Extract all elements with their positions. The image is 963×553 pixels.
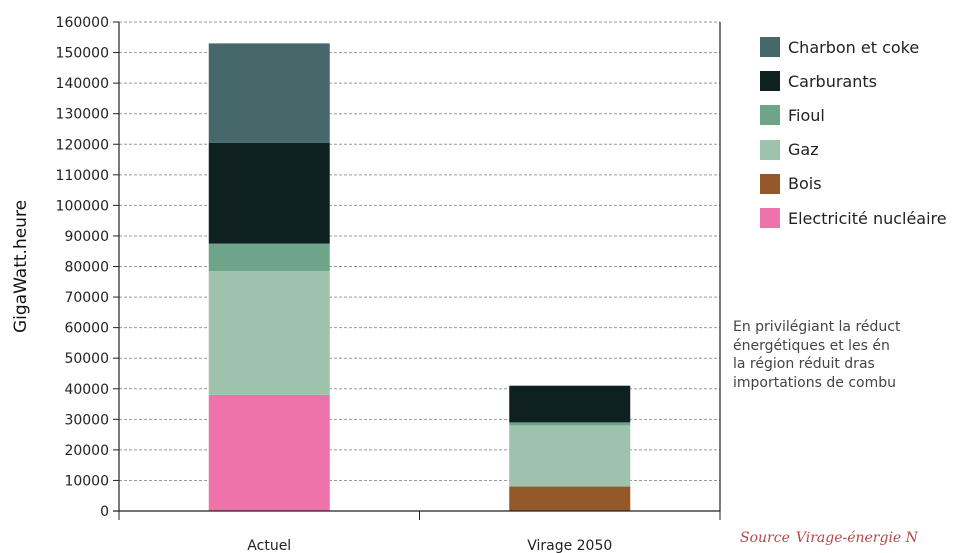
axes xyxy=(113,21,721,520)
y-tick-label: 90000 xyxy=(64,229,109,245)
y-tick-label: 110000 xyxy=(56,168,109,184)
y-tick-label: 30000 xyxy=(64,412,109,428)
source-text: Virage-énergie N xyxy=(795,530,918,546)
y-tick-label: 50000 xyxy=(64,351,109,367)
bar-segment xyxy=(509,425,631,487)
note-text: En privilégiant la réduct énergétiques e… xyxy=(733,318,963,392)
bar-segment xyxy=(509,422,631,426)
legend-swatch xyxy=(760,208,780,229)
x-tick-label: Virage 2050 xyxy=(527,538,612,553)
bar-segment xyxy=(208,271,330,395)
y-tick-label: 100000 xyxy=(56,198,109,214)
legend-item-nucleaire: Electricité nucléaire xyxy=(760,201,947,235)
y-tick-label: 80000 xyxy=(64,260,109,276)
legend-label: Electricité nucléaire xyxy=(788,208,947,228)
y-axis-label: GigaWatt.heure xyxy=(11,200,31,333)
y-tick-label: 60000 xyxy=(64,321,109,337)
legend-swatch xyxy=(760,71,780,92)
legend-item-carburants: Carburants xyxy=(760,64,947,98)
bar-segment xyxy=(208,394,330,511)
bar-segment xyxy=(208,142,330,244)
y-tick-label: 150000 xyxy=(56,46,109,62)
x-tick-label: Actuel xyxy=(247,538,291,553)
y-tick-label: 140000 xyxy=(56,76,109,92)
note-line: importations de combu xyxy=(733,374,896,391)
x-tick-labels: Actuel Virage 2050 xyxy=(247,538,612,553)
source-credit: Source Virage-énergie N xyxy=(740,530,963,546)
legend-item-charbon: Charbon et coke xyxy=(760,30,947,64)
legend-item-fioul: Fioul xyxy=(760,98,947,132)
stacked-bar-chart: 0 10000 20000 30000 40000 50000 60000 70000 8000… xyxy=(11,15,721,553)
note-line: énergétiques et les én xyxy=(733,337,890,354)
y-tick-label: 20000 xyxy=(64,443,109,459)
legend-item-gaz: Gaz xyxy=(760,133,947,167)
legend: Charbon et coke Carburants Fioul Gaz Boi… xyxy=(760,30,947,235)
y-tick-label: 130000 xyxy=(56,107,109,123)
legend-swatch xyxy=(760,105,780,126)
note-line: la région réduit dras xyxy=(733,356,875,372)
note-line: En privilégiant la réduct xyxy=(733,319,901,335)
bars xyxy=(208,43,631,511)
y-tick-label: 160000 xyxy=(56,15,109,31)
source-label: Source xyxy=(740,530,790,546)
legend-label: Carburants xyxy=(788,71,877,91)
y-tick-label: 40000 xyxy=(64,382,109,398)
legend-label: Charbon et coke xyxy=(788,37,920,57)
legend-swatch xyxy=(760,173,780,194)
y-tick-label: 120000 xyxy=(56,137,109,153)
y-tick-label: 70000 xyxy=(64,290,109,306)
legend-swatch xyxy=(760,139,780,160)
bar-segment xyxy=(509,486,631,511)
legend-label: Fioul xyxy=(788,105,825,125)
y-tick-label: 0 xyxy=(100,504,109,520)
legend-swatch xyxy=(760,37,780,58)
legend-label: Bois xyxy=(788,174,822,194)
bar-segment xyxy=(509,385,631,423)
y-tick-label: 10000 xyxy=(64,473,109,489)
y-tick-labels: 0 10000 20000 30000 40000 50000 60000 70000 8000… xyxy=(56,15,109,520)
bar-segment xyxy=(208,43,330,143)
legend-item-bois: Bois xyxy=(760,167,947,201)
bar-segment xyxy=(208,243,330,272)
legend-label: Gaz xyxy=(788,140,819,160)
